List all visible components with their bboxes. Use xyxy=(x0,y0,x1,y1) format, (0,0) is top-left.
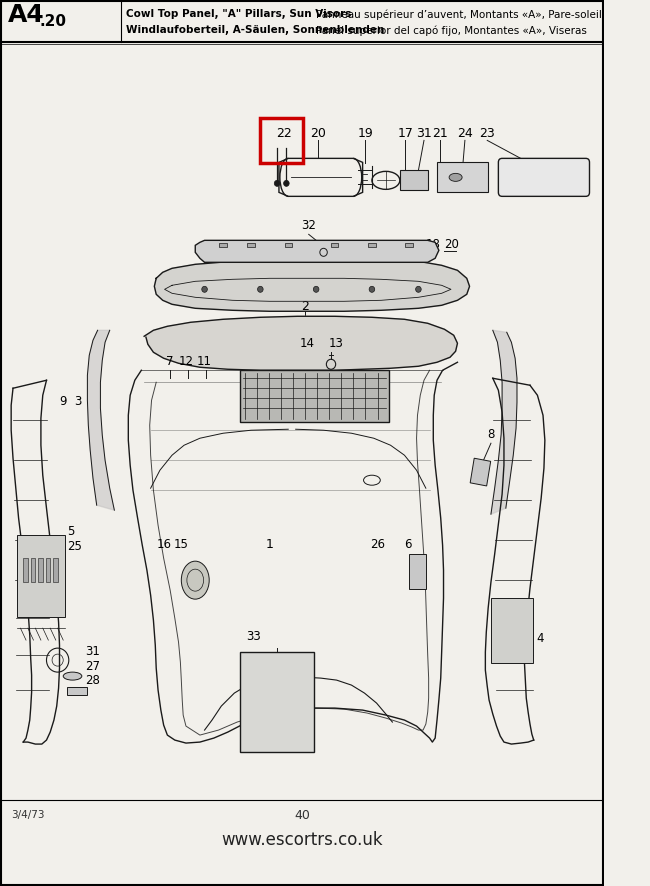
Polygon shape xyxy=(154,259,469,311)
Text: 10: 10 xyxy=(508,632,523,645)
Text: 3/4/73: 3/4/73 xyxy=(11,810,45,820)
Bar xyxy=(437,162,488,192)
Polygon shape xyxy=(491,330,517,514)
Circle shape xyxy=(577,175,582,181)
Text: 2: 2 xyxy=(301,300,309,314)
Text: Panneau supérieur d’auvent, Montants «A», Pare-soleil: Panneau supérieur d’auvent, Montants «A»… xyxy=(316,9,602,19)
Bar xyxy=(261,119,303,163)
Text: 14: 14 xyxy=(300,338,315,350)
Text: Windlaufoberteil, A-Säulen, Sonnenblenden: Windlaufoberteil, A-Säulen, Sonnenblende… xyxy=(127,26,385,35)
Text: .20: .20 xyxy=(39,14,66,29)
Bar xyxy=(53,558,58,582)
FancyBboxPatch shape xyxy=(499,159,590,197)
Text: 33: 33 xyxy=(246,630,261,643)
Text: 8: 8 xyxy=(488,428,495,441)
Text: 40: 40 xyxy=(294,809,310,821)
Bar xyxy=(248,244,255,247)
Circle shape xyxy=(369,286,374,292)
Polygon shape xyxy=(144,316,458,370)
Bar xyxy=(240,652,315,752)
Circle shape xyxy=(313,286,319,292)
Bar xyxy=(409,554,426,589)
Text: 19: 19 xyxy=(358,127,373,140)
Text: 31: 31 xyxy=(86,645,100,658)
Bar xyxy=(240,370,389,423)
Bar xyxy=(331,244,339,247)
Bar xyxy=(31,558,35,582)
Text: 4: 4 xyxy=(536,632,544,645)
Bar xyxy=(46,558,50,582)
Circle shape xyxy=(202,286,207,292)
Text: 11: 11 xyxy=(197,355,212,369)
Text: 1: 1 xyxy=(266,538,274,551)
Bar xyxy=(38,558,43,582)
Circle shape xyxy=(415,286,421,292)
Bar xyxy=(23,558,28,582)
Ellipse shape xyxy=(181,561,209,599)
Text: 17: 17 xyxy=(397,127,413,140)
Text: A4: A4 xyxy=(7,4,44,27)
Text: 27: 27 xyxy=(86,660,101,673)
Bar xyxy=(17,535,65,618)
Text: 20: 20 xyxy=(310,127,326,140)
Bar xyxy=(400,170,428,190)
Bar xyxy=(406,244,413,247)
Text: www.escortrs.co.uk: www.escortrs.co.uk xyxy=(222,831,383,849)
Text: 32: 32 xyxy=(301,220,316,232)
Text: 7: 7 xyxy=(166,355,174,369)
Text: 20: 20 xyxy=(445,238,460,252)
Text: 12: 12 xyxy=(179,355,194,369)
Bar xyxy=(491,598,533,663)
Text: 21: 21 xyxy=(432,127,448,140)
Polygon shape xyxy=(87,330,114,510)
Polygon shape xyxy=(195,240,439,262)
Text: 9: 9 xyxy=(60,395,67,408)
Bar xyxy=(470,458,491,486)
Text: 24: 24 xyxy=(457,127,473,140)
Circle shape xyxy=(257,286,263,292)
Text: 6: 6 xyxy=(404,538,412,551)
Text: 16: 16 xyxy=(156,538,171,551)
Bar xyxy=(285,244,292,247)
Circle shape xyxy=(274,181,280,186)
Ellipse shape xyxy=(63,672,82,680)
Bar xyxy=(220,244,227,247)
Text: 18: 18 xyxy=(426,238,441,252)
Text: 26: 26 xyxy=(370,538,385,551)
Text: 5: 5 xyxy=(67,525,74,538)
Text: 31: 31 xyxy=(416,127,432,140)
Text: 23: 23 xyxy=(479,127,495,140)
Text: 13: 13 xyxy=(329,338,344,350)
Text: 3: 3 xyxy=(74,395,82,408)
Bar xyxy=(67,688,87,696)
Circle shape xyxy=(283,181,289,186)
Text: 25: 25 xyxy=(67,540,82,553)
Text: Cowl Top Panel, "A" Pillars, Sun Visors: Cowl Top Panel, "A" Pillars, Sun Visors xyxy=(127,10,352,19)
Ellipse shape xyxy=(449,174,462,182)
Text: Panel superior del capó fijo, Montantes «A», Viseras: Panel superior del capó fijo, Montantes … xyxy=(316,25,587,35)
Text: 28: 28 xyxy=(86,674,100,688)
Text: 15: 15 xyxy=(174,538,188,551)
Text: 22: 22 xyxy=(276,127,291,140)
Bar xyxy=(368,244,376,247)
